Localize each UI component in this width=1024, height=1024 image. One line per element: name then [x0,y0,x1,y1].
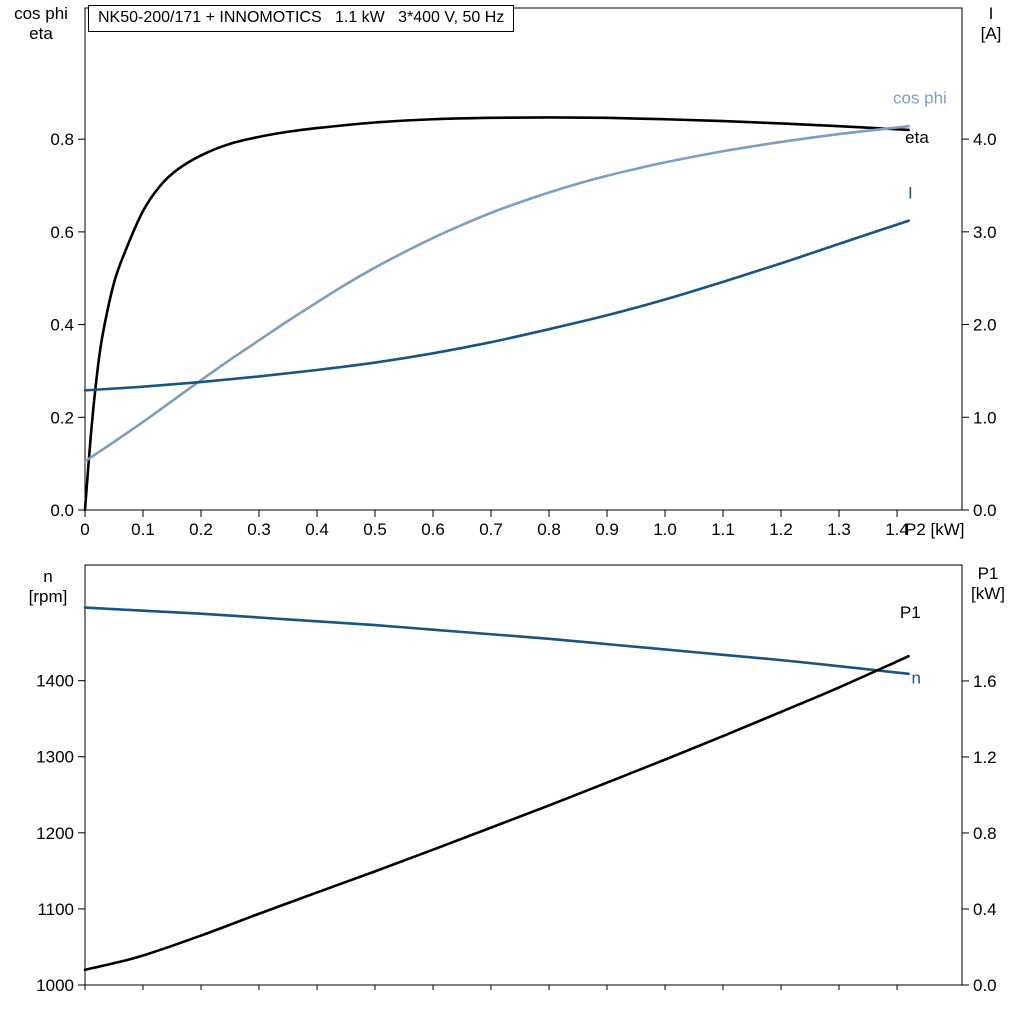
curve-p1 [83,654,910,972]
motor-electrical-chart-right-tick-label: 0.0 [973,501,997,520]
speed-power-chart-right-tick-label: 1.6 [973,672,997,691]
p1-axis-label: P1 [977,564,999,583]
motor-electrical-chart-x-tick-label: 0.9 [595,520,619,539]
top-chart-left-axis-label: cos phi eta [2,4,80,44]
bottom-chart-left-axis-label: n [rpm] [14,567,82,607]
motor-electrical-chart-x-tick-label: 0.4 [305,520,329,539]
speed-power-chart-left-tick-label: 1100 [37,900,74,919]
motor-electrical-chart-x-tick-label: 1.4 [885,520,909,539]
current-axis-unit: [A] [980,24,1002,43]
chart-title-box: NK50-200/171 + INNOMOTICS 1.1 kW 3*400 V… [88,5,515,32]
motor-electrical-chart-left-tick-label: 0.6 [50,223,74,242]
motor-electrical-chart-x-tick-label: 0.8 [537,520,561,539]
speed-power-chart-left-tick-label: 1000 [36,976,74,995]
motor-electrical-chart-x-axis-title: P2 [kW] [905,520,965,539]
motor-electrical-chart-x-tick-label: 0 [80,520,89,539]
motor-electrical-chart-x-tick-label: 0.6 [421,520,445,539]
p1-axis-unit: [kW] [971,584,1005,603]
motor-electrical-chart-x-tick-label: 1.2 [769,520,793,539]
bottom-chart-right-axis-label: P1 [kW] [956,564,1020,604]
curve-label-i: I [908,183,913,202]
motor-electrical-chart-x-tick-label: 0.3 [247,520,271,539]
top-chart-right-axis-label: I [A] [962,4,1020,44]
speed-power-chart-right-tick-label: 1.2 [973,748,997,767]
curve-label-p1: P1 [900,603,921,622]
eta-axis-label: eta [29,24,53,43]
curve-eta [83,116,910,512]
curve-label-n: n [912,669,921,688]
curve-cos-phi [83,124,910,463]
motor-electrical-chart-left-tick-label: 0.4 [50,316,74,335]
speed-power-chart-left-tick-label: 1300 [36,748,74,767]
motor-electrical-chart-x-tick-label: 1.3 [827,520,851,539]
motor-electrical-chart-x-tick-label: 0.7 [479,520,503,539]
speed-power-chart-left-tick-label: 1200 [36,824,74,843]
cos-phi-axis-label: cos phi [14,4,68,23]
motor-electrical-chart-left-tick-label: 0.2 [50,408,74,427]
motor-electrical-chart-right-tick-label: 3.0 [973,223,997,242]
motor-electrical-chart-right-tick-label: 2.0 [973,316,997,335]
speed-power-chart-right-tick-label: 0.4 [973,900,997,919]
current-axis-label: I [988,4,994,23]
motor-electrical-chart-x-tick-label: 0.2 [189,520,213,539]
motor-electrical-chart-left-tick-label: 0.8 [50,130,74,149]
curve-label-cos-phi: cos phi [893,88,947,107]
motor-electrical-chart-right-tick-label: 1.0 [973,408,997,427]
curve-label-eta: eta [905,128,929,147]
speed-power-chart-left-tick-label: 1400 [36,672,74,691]
motor-electrical-chart-x-tick-label: 0.5 [363,520,387,539]
motor-electrical-chart-x-tick-label: 1.0 [653,520,677,539]
motor-electrical-chart-left-tick-label: 0.0 [50,501,74,520]
motor-electrical-chart-x-tick-label: 0.1 [131,520,155,539]
motor-electrical-chart-right-tick-label: 4.0 [973,130,997,149]
speed-power-chart-right-tick-label: 0.0 [973,976,997,995]
motor-electrical-chart-frame [84,7,963,511]
curve-n [83,606,910,676]
motor-electrical-chart-x-tick-label: 1.1 [711,520,735,539]
speed-power-chart-right-tick-label: 0.8 [973,824,997,843]
speed-axis-unit: [rpm] [28,587,68,606]
speed-power-chart-frame [84,564,963,986]
curve-i [83,219,910,392]
speed-axis-label: n [43,567,53,586]
